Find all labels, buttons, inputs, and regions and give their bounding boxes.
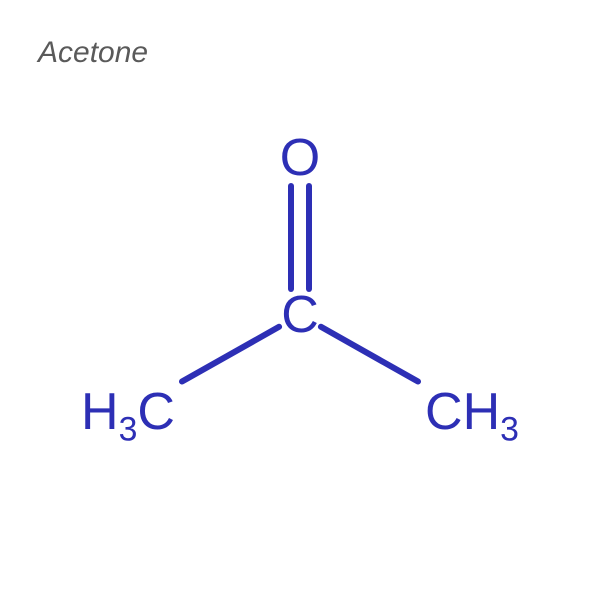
atom-carbon-center: C: [281, 289, 319, 341]
atom-oxygen: O: [280, 132, 320, 184]
atom-methyl-right: CH3: [425, 386, 519, 438]
molecule-diagram: Acetone O C H3C CH3: [0, 0, 600, 600]
compound-title: Acetone: [38, 36, 148, 70]
atom-methyl-left: H3C: [81, 386, 175, 438]
